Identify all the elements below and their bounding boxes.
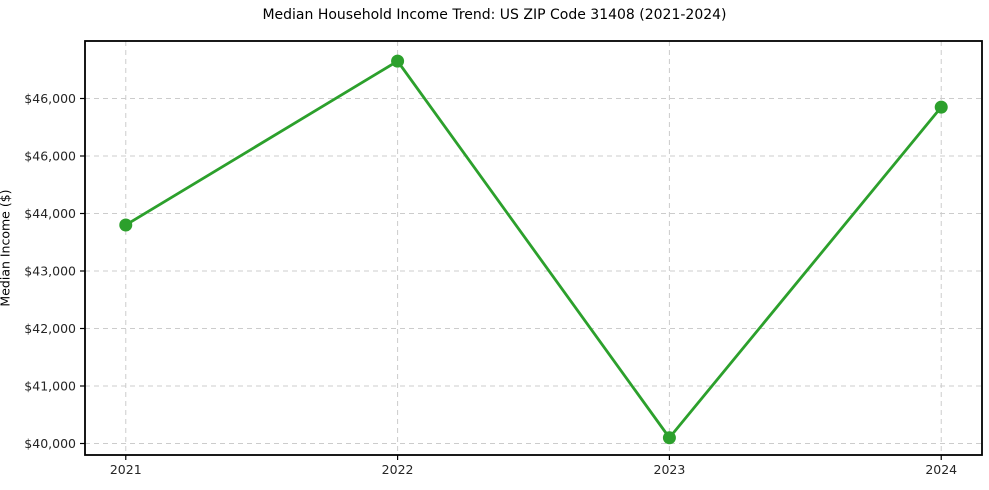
data-point	[119, 218, 133, 232]
x-tick-label: 2023	[654, 462, 686, 477]
y-tick-label: $41,000	[24, 379, 76, 394]
plot-border	[84, 40, 983, 456]
trend-line	[124, 59, 943, 440]
y-tick-label: $46,000	[24, 91, 76, 106]
x-tick-label: 2024	[925, 462, 957, 477]
data-point	[662, 431, 676, 445]
y-tick-label: $44,000	[24, 206, 76, 221]
y-tick-label: $40,000	[24, 436, 76, 451]
x-tick-label: 2021	[110, 462, 142, 477]
y-tick-label: $43,000	[24, 264, 76, 279]
x-tick-label: 2022	[382, 462, 414, 477]
y-tick-label: $46,000	[24, 149, 76, 164]
chart-title: Median Household Income Trend: US ZIP Co…	[262, 7, 727, 23]
data-point	[391, 54, 405, 68]
y-tick-label: $42,000	[24, 321, 76, 336]
data-point	[934, 100, 948, 114]
